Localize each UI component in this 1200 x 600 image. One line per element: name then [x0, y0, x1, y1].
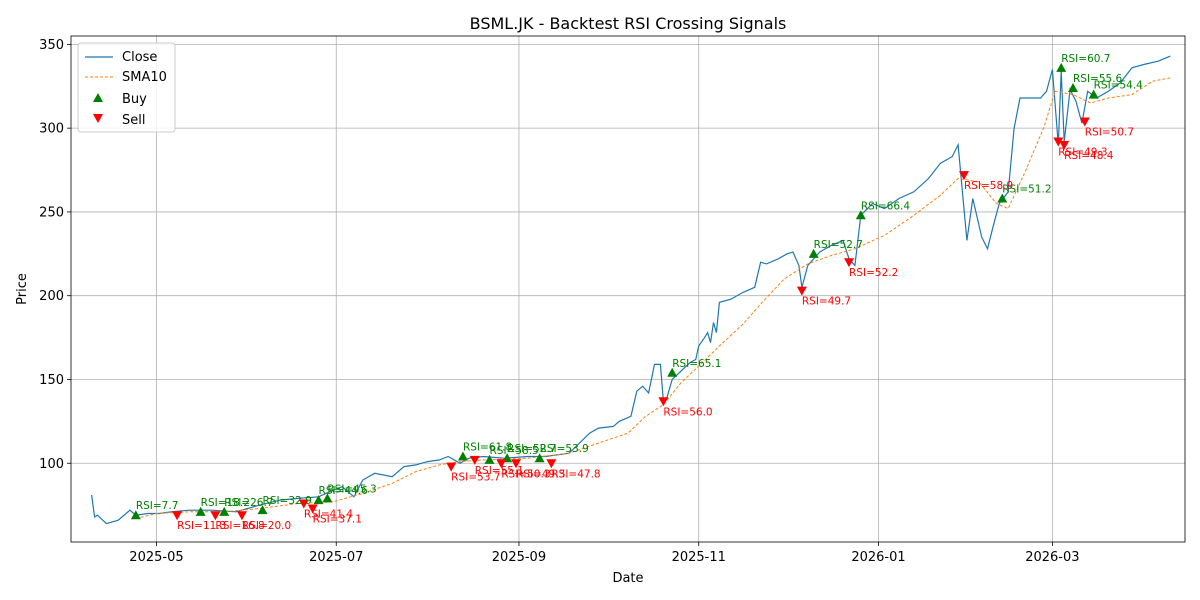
sell-annotation: RSI=49.3 — [516, 468, 565, 480]
legend-sell-marker — [93, 114, 103, 123]
grid-lines — [71, 36, 1185, 542]
legend-buy-label: Buy — [122, 92, 147, 107]
x-tick-label: 2025-07 — [309, 550, 363, 565]
buy-annotation: RSI=66.4 — [861, 200, 911, 212]
sell-annotation: RSI=16.8 — [215, 520, 264, 532]
sell-marker — [1059, 140, 1070, 150]
sell-marker — [796, 286, 807, 296]
sell-annotation: RSI=20.0 — [242, 520, 291, 532]
sell-annotation: RSI=47.8 — [551, 468, 600, 480]
axes-frame — [70, 35, 1186, 543]
buy-marker — [457, 451, 468, 461]
x-tick-label: 2026-03 — [1025, 550, 1079, 565]
buy-annotation: RSI=18.2 — [201, 497, 250, 509]
legend-sell-label: Sell — [122, 113, 145, 128]
sell-marker — [1053, 137, 1064, 147]
buy-annotation: RSI=51.2 — [1002, 184, 1051, 196]
buy-marker — [1088, 89, 1099, 99]
legend-buy-marker — [93, 93, 103, 102]
x-tick-label: 2025-09 — [492, 550, 546, 565]
sell-marker — [469, 455, 480, 465]
buy-marker — [997, 193, 1008, 203]
plot-area — [91, 55, 1171, 525]
legend: Close SMA10 Buy Sell — [77, 42, 176, 133]
sell-annotation: RSI=49.7 — [802, 296, 851, 308]
legend-close-label: Close — [122, 50, 157, 65]
sell-annotation: RSI=56.0 — [663, 406, 712, 418]
y-tick-label: 300 — [39, 122, 64, 137]
buy-annotation: RSI=26.7 — [224, 497, 273, 509]
sell-marker — [1079, 117, 1090, 127]
buy-annotation: RSI=52.7 — [814, 239, 863, 251]
legend-box — [77, 42, 176, 133]
x-axis-label: Date — [612, 571, 643, 586]
y-tick-label: 150 — [39, 373, 64, 388]
y-tick-label: 250 — [39, 205, 64, 220]
axis-ticks: 2025-05 2025-07 2025-09 2025-11 2026-01 2026-… — [39, 38, 1079, 565]
signal-annotations: RSI=7.7 RSI=18.2RSI=26.7RSI=32.9RSI=44.6R… — [136, 53, 1143, 532]
buy-marker — [313, 495, 324, 505]
buy-annotation: RSI=44.6 — [319, 485, 369, 497]
sell-annotation: RSI=50.7 — [1085, 126, 1134, 138]
y-tick-label: 350 — [39, 38, 64, 53]
buy-marker — [257, 505, 268, 515]
legend-sma10-label: SMA10 — [122, 70, 167, 85]
sma10-line — [135, 77, 1171, 519]
sell-marker — [446, 462, 457, 472]
sell-annotation: RSI=58.9 — [964, 180, 1013, 192]
buy-annotation: RSI=45.3 — [327, 483, 376, 495]
y-tick-label: 200 — [39, 289, 64, 304]
sell-marker — [298, 499, 309, 509]
buy-annotation: RSI=52.7 — [507, 443, 556, 455]
buy-marker — [855, 210, 866, 220]
sell-marker — [658, 397, 669, 407]
sell-annotation: RSI=11.3 — [177, 520, 226, 532]
sell-marker — [210, 511, 221, 521]
sell-marker — [496, 459, 507, 469]
buy-annotation: RSI=55.6 — [1073, 73, 1123, 85]
buy-annotation: RSI=32.9 — [263, 495, 312, 507]
buy-annotation: RSI=58.5 — [489, 445, 538, 457]
buy-marker — [534, 453, 545, 463]
y-tick-label: 100 — [39, 457, 64, 472]
x-tick-label: 2025-05 — [129, 550, 183, 565]
buy-marker — [1068, 82, 1079, 92]
y-axis-label: Price — [15, 273, 30, 305]
sell-annotation: RSI=48.4 — [1064, 150, 1114, 162]
sell-marker — [307, 504, 318, 514]
buy-annotation: RSI=65.1 — [672, 358, 721, 370]
buy-annotation: RSI=61.8 — [463, 442, 512, 454]
buy-marker — [808, 248, 819, 258]
buy-annotation: RSI=53.9 — [540, 443, 589, 455]
sell-marker — [511, 459, 522, 469]
sell-marker — [958, 171, 969, 181]
buy-marker — [484, 454, 495, 464]
sell-annotation: RSI=50.3 — [501, 468, 550, 480]
sell-annotation: RSI=55.1 — [475, 465, 524, 477]
buy-marker — [130, 510, 141, 520]
sell-annotation: RSI=53.7 — [451, 472, 500, 484]
buy-annotation: RSI=54.4 — [1094, 80, 1144, 92]
buy-marker — [219, 506, 230, 516]
chart-title: BSML.JK - Backtest RSI Crossing Signals — [470, 14, 787, 33]
x-tick-label: 2026-01 — [851, 550, 905, 565]
buy-marker — [667, 367, 678, 377]
close-price-line — [91, 55, 1171, 525]
buy-annotation: RSI=7.7 — [136, 500, 179, 512]
sell-marker — [844, 258, 855, 268]
buy-marker — [322, 493, 333, 503]
sell-annotation: RSI=41.4 — [304, 508, 354, 520]
buy-marker — [1056, 62, 1067, 72]
buy-marker — [195, 506, 206, 516]
buy-annotation: RSI=60.7 — [1061, 53, 1110, 65]
sell-annotation: RSI=37.1 — [313, 513, 362, 525]
sell-annotation: RSI=52.2 — [849, 267, 898, 279]
sell-annotation: RSI=49.3 — [1058, 147, 1107, 159]
sell-marker — [236, 511, 247, 521]
sell-marker — [172, 511, 183, 521]
sell-marker — [546, 459, 557, 469]
x-tick-label: 2025-11 — [672, 550, 726, 565]
